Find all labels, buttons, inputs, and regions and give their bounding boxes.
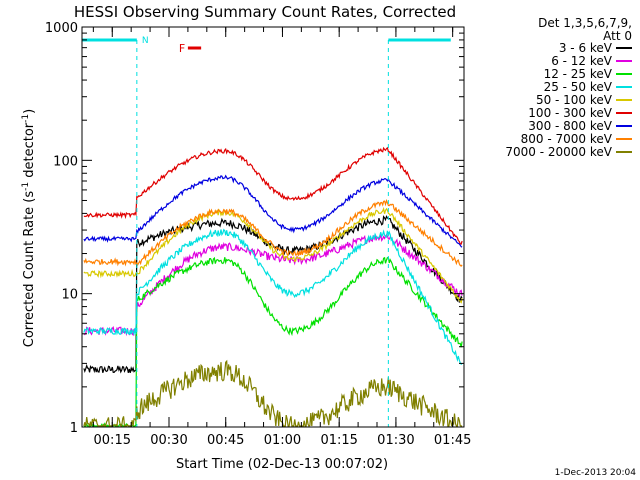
x-tick-label: 00:30 bbox=[150, 433, 187, 448]
x-axis-label: Start Time (02-Dec-13 00:07:02) bbox=[176, 457, 388, 472]
x-tick-label: 01:45 bbox=[434, 433, 471, 448]
y-tick-label: 1 bbox=[70, 421, 78, 436]
series-line-5 bbox=[83, 146, 463, 245]
x-tick-label: 01:00 bbox=[264, 433, 301, 448]
y-tick-label: 10 bbox=[61, 288, 78, 303]
legend-label-8: 7000 - 20000 keV bbox=[505, 145, 612, 159]
x-tick-label: 00:45 bbox=[207, 433, 244, 448]
series-line-2 bbox=[83, 256, 463, 428]
y-axis-label: Corrected Count Rate (s-1 detector-1) bbox=[21, 109, 37, 347]
series-line-1 bbox=[83, 232, 463, 337]
legend-label-0: 3 - 6 keV bbox=[559, 41, 613, 55]
series-line-8 bbox=[83, 359, 463, 428]
flare-flag-label: F bbox=[179, 42, 185, 55]
series-line-6 bbox=[83, 174, 463, 248]
series-line-3 bbox=[83, 228, 463, 366]
y-tick-label: 100 bbox=[53, 154, 78, 169]
legend-label-3: 25 - 50 keV bbox=[544, 80, 613, 94]
legend-label-7: 800 - 7000 keV bbox=[521, 132, 613, 146]
legend-header-line-2: Att 0 bbox=[603, 29, 632, 43]
legend-label-4: 50 - 100 keV bbox=[536, 93, 613, 107]
axis-layer: 1 10 100 1000 00:15 00:30 00:45 01:00 01:15 01:30… bbox=[45, 21, 471, 448]
x-tick-label: 01:30 bbox=[377, 433, 414, 448]
flag-layer: NF bbox=[82, 36, 451, 427]
x-tick-label: 00:15 bbox=[94, 433, 131, 448]
timestamp: 1-Dec-2013 20:04 bbox=[555, 468, 637, 478]
series-line-4 bbox=[83, 206, 463, 304]
plot-frame bbox=[81, 26, 465, 428]
legend-header-line-1: Det 1,3,5,6,7,9, bbox=[538, 16, 632, 30]
legend-label-6: 300 - 800 keV bbox=[528, 119, 612, 133]
y-tick-label: 1000 bbox=[45, 21, 78, 36]
legend-label-2: 12 - 25 keV bbox=[544, 67, 613, 81]
series-line-7 bbox=[83, 198, 463, 267]
series-layer bbox=[83, 146, 463, 428]
legend-label-1: 6 - 12 keV bbox=[551, 54, 613, 68]
legend-label-5: 100 - 300 keV bbox=[528, 106, 612, 120]
night-flag-label: N bbox=[142, 36, 149, 46]
x-tick-label: 01:15 bbox=[320, 433, 357, 448]
chart-title: HESSI Observing Summary Count Rates, Cor… bbox=[74, 3, 456, 21]
